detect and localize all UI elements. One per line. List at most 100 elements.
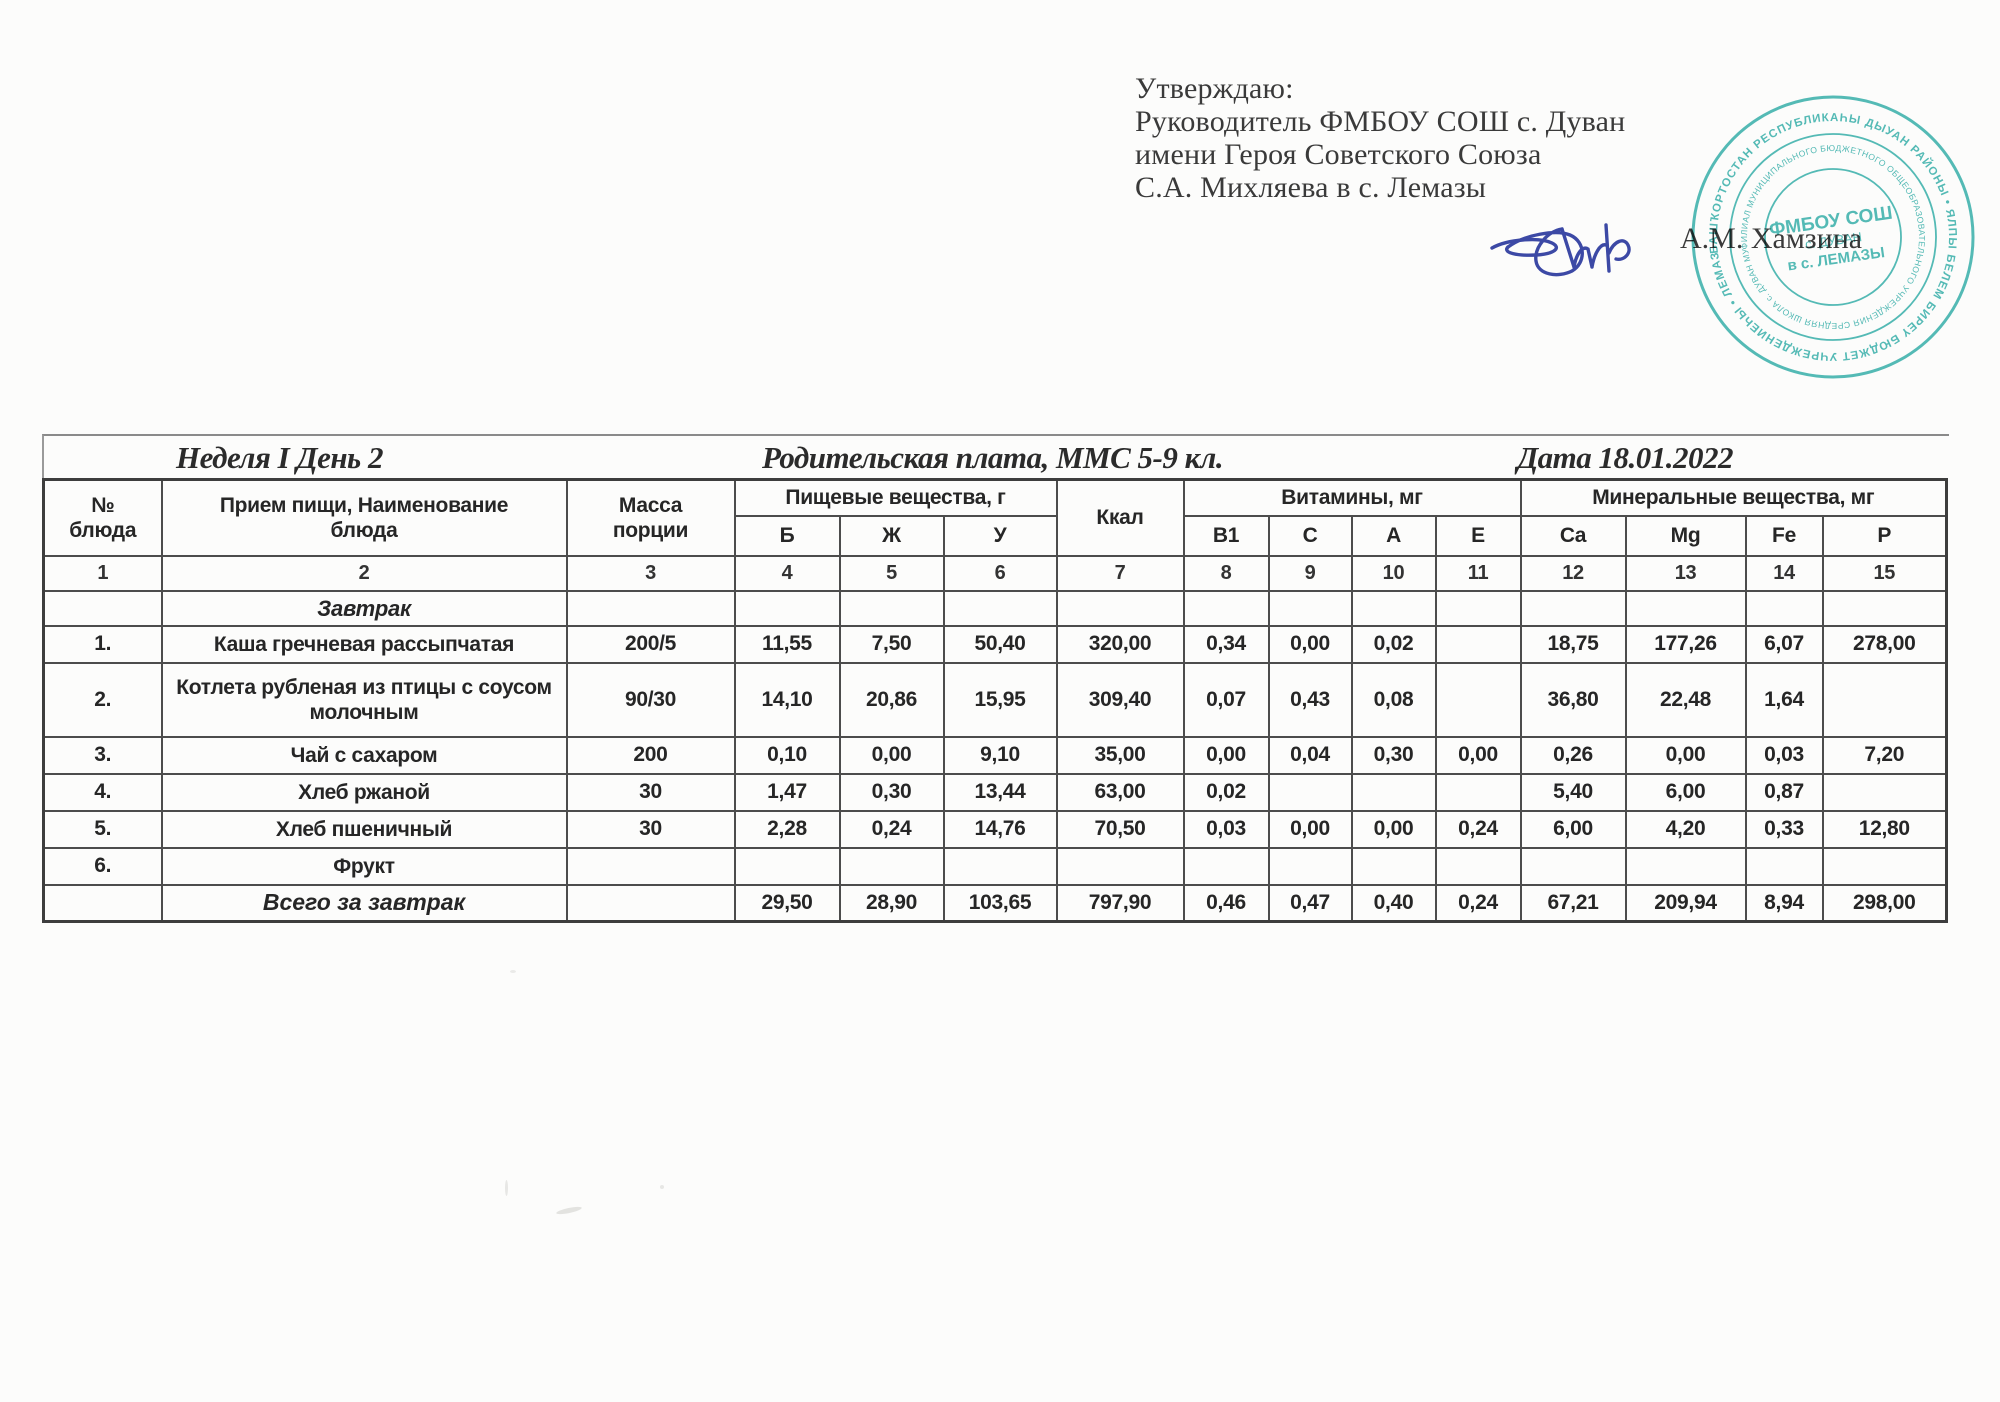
value-cell: 50,40 — [942, 624, 1058, 664]
date-title: Дата 18.01.2022 — [1517, 440, 1734, 475]
value-cell: 18,75 — [1519, 624, 1627, 664]
scan-artifact — [660, 1185, 664, 1189]
column-number: 5 — [838, 554, 945, 592]
col-header-vitamin-b1: В1 — [1182, 514, 1270, 557]
col-header-iron: Fe — [1744, 514, 1824, 557]
dish-name-cell: Чай с сахаром — [160, 735, 568, 775]
value-cell — [565, 846, 736, 886]
value-cell — [1821, 589, 1948, 627]
value-cell: 0,00 — [838, 735, 945, 775]
col-header-fat: Ж — [838, 514, 945, 557]
value-cell: 177,26 — [1624, 624, 1747, 664]
value-cell: 2,28 — [733, 809, 841, 849]
col-group-vitamins: Витамины, мг — [1182, 478, 1522, 517]
value-cell: 320,00 — [1055, 624, 1185, 664]
value-cell: 309,40 — [1055, 661, 1185, 738]
value-cell — [1821, 846, 1948, 886]
total-row: Всего за завтрак 29,50 28,90 103,65 797,90 0,… — [42, 883, 1948, 923]
value-cell — [1744, 589, 1824, 627]
week-day-title: Неделя I День 2 — [176, 440, 383, 475]
value-cell: 6,07 — [1744, 624, 1824, 664]
col-group-nutrients: Пищевые вещества, г — [733, 478, 1058, 517]
value-cell: 12,80 — [1821, 809, 1948, 849]
value-cell: 6,00 — [1519, 809, 1627, 849]
dish-row: 4. Хлеб ржаной 30 1,47 0,30 13,44 63,00 0,02 5,4… — [42, 772, 1948, 812]
value-cell — [1350, 846, 1437, 886]
dish-name-cell: Каша гречневая рассыпчатая — [160, 624, 568, 664]
value-cell: 36,80 — [1519, 661, 1627, 738]
col-header-protein: Б — [733, 514, 841, 557]
value-cell: 1,64 — [1744, 661, 1824, 738]
dish-name-cell: Всего за завтрак — [160, 883, 568, 923]
scan-artifact — [510, 970, 516, 973]
value-cell — [1519, 589, 1627, 627]
dish-number-cell: 6. — [42, 846, 163, 886]
value-cell: 1,47 — [733, 772, 841, 812]
col-group-minerals: Минеральные вещества, мг — [1519, 478, 1948, 517]
column-number: 4 — [733, 554, 841, 592]
dish-row: 6. Фрукт — [42, 846, 1948, 886]
dish-name-cell: Котлета рубленая из птицы с соусом молоч… — [160, 661, 568, 738]
value-cell: 0,26 — [1519, 735, 1627, 775]
value-cell: 200 — [565, 735, 736, 775]
col-header-meal-name: Прием пищи, Наименование блюда — [160, 478, 568, 557]
value-cell: 30 — [565, 809, 736, 849]
value-cell — [1267, 846, 1353, 886]
value-cell: 0,40 — [1350, 883, 1437, 923]
dish-row: 5. Хлеб пшеничный 30 2,28 0,24 14,76 70,50 0,03… — [42, 809, 1948, 849]
dish-number-cell — [42, 883, 163, 923]
value-cell — [1055, 589, 1185, 627]
value-cell: 28,90 — [838, 883, 945, 923]
value-cell: 0,00 — [1267, 624, 1353, 664]
value-cell: 0,30 — [838, 772, 945, 812]
value-cell: 20,86 — [838, 661, 945, 738]
column-number: 6 — [942, 554, 1058, 592]
value-cell — [1182, 589, 1270, 627]
value-cell: 0,24 — [838, 809, 945, 849]
value-cell — [1267, 589, 1353, 627]
column-number: 10 — [1350, 554, 1437, 592]
dish-row: 3. Чай с сахаром 200 0,10 0,00 9,10 35,00 0,00 0… — [42, 735, 1948, 775]
value-cell — [942, 589, 1058, 627]
value-cell: 7,50 — [838, 624, 945, 664]
col-header-vitamin-c: С — [1267, 514, 1353, 557]
dish-name-cell: Хлеб ржаной — [160, 772, 568, 812]
value-cell — [733, 846, 841, 886]
value-cell: 35,00 — [1055, 735, 1185, 775]
value-cell: 6,00 — [1624, 772, 1747, 812]
column-number: 1 — [42, 554, 163, 592]
value-cell: 22,48 — [1624, 661, 1747, 738]
dish-number-cell: 3. — [42, 735, 163, 775]
value-cell — [1519, 846, 1627, 886]
value-cell: 0,02 — [1350, 624, 1437, 664]
dish-name-cell: Завтрак — [160, 589, 568, 627]
value-cell — [1434, 846, 1522, 886]
value-cell: 67,21 — [1519, 883, 1627, 923]
scan-artifact — [555, 1205, 583, 1216]
value-cell: 278,00 — [1821, 624, 1948, 664]
col-header-calcium: Ca — [1519, 514, 1627, 557]
value-cell: 4,20 — [1624, 809, 1747, 849]
value-cell: 14,76 — [942, 809, 1058, 849]
school-stamp: БАШҠОРТОСТАН РЕСПУБЛИКАҺЫ ДЫУАН РАЙОНЫ •… — [1669, 73, 1975, 382]
value-cell: 0,46 — [1182, 883, 1270, 923]
value-cell: 0,03 — [1182, 809, 1270, 849]
column-number: 12 — [1519, 554, 1627, 592]
col-header-portion-mass: Масса порции — [565, 478, 736, 557]
value-cell: 0,00 — [1624, 735, 1747, 775]
dish-row: 1. Каша гречневая рассыпчатая 200/5 11,55 7,… — [42, 624, 1948, 664]
dish-number-cell: 1. — [42, 624, 163, 664]
column-number: 13 — [1624, 554, 1747, 592]
column-number: 15 — [1821, 554, 1948, 592]
value-cell: 209,94 — [1624, 883, 1747, 923]
value-cell: 8,94 — [1744, 883, 1824, 923]
value-cell — [1055, 846, 1185, 886]
value-cell: 14,10 — [733, 661, 841, 738]
value-cell: 0,00 — [1267, 809, 1353, 849]
value-cell — [1182, 846, 1270, 886]
value-cell: 63,00 — [1055, 772, 1185, 812]
col-header-dish-number: № блюда — [42, 478, 163, 557]
value-cell: 0,00 — [1350, 809, 1437, 849]
value-cell: 7,20 — [1821, 735, 1948, 775]
